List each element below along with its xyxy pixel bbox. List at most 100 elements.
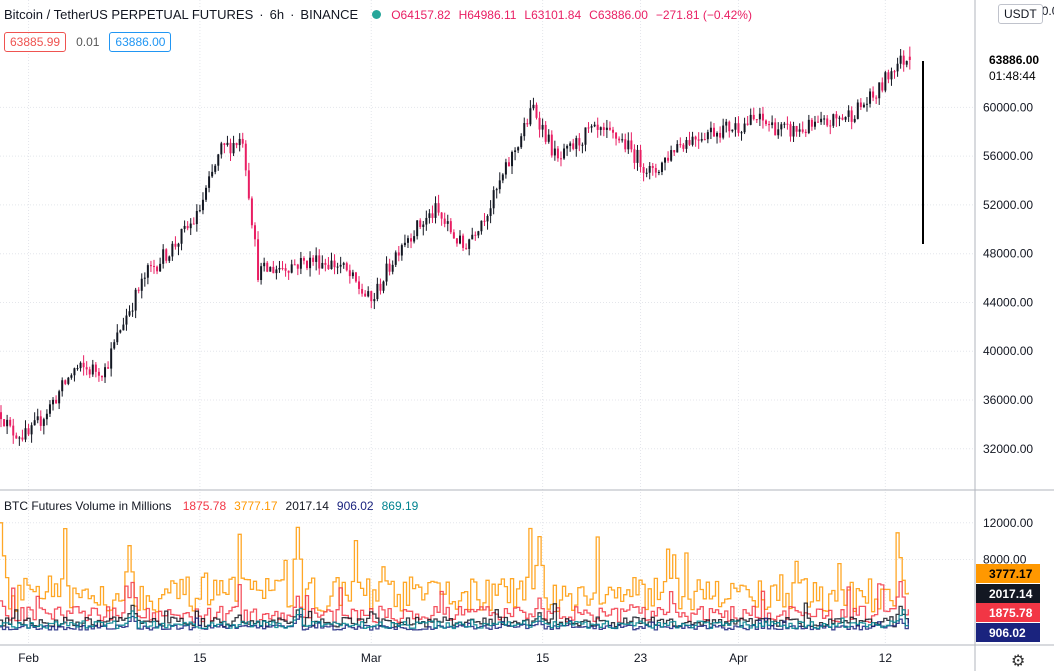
candle-body (520, 136, 523, 148)
price-tick-label: 60000.00 (983, 100, 1033, 114)
candle-body (21, 437, 24, 440)
candle-body (728, 121, 731, 132)
candle-body (639, 149, 642, 168)
candle-body (220, 143, 223, 155)
candle-body (856, 102, 859, 119)
ohlc-open: O64157.82 (391, 7, 451, 22)
candle-body (12, 425, 15, 436)
candle-body (774, 122, 777, 136)
candle-body (777, 129, 780, 136)
candle-body (731, 129, 734, 132)
volume-value-tag-label: 1875.78 (989, 606, 1033, 620)
candle-body (547, 134, 550, 142)
candle-body (468, 239, 471, 249)
candle-body (18, 437, 21, 439)
candle-body (523, 123, 526, 137)
candle-body (645, 172, 648, 174)
candle-body (24, 428, 27, 440)
time-tick-label: Feb (18, 651, 39, 665)
candle-body (260, 266, 263, 280)
candle-body (526, 123, 529, 125)
candle-body (27, 428, 30, 435)
candle-body (792, 125, 795, 137)
candle-body (535, 104, 538, 118)
candle-body (232, 143, 235, 154)
volume-value-1: 1875.78 (182, 499, 227, 513)
candle-body (495, 189, 498, 191)
candle-body (318, 255, 321, 269)
ohlc-values: O64157.82 H64986.11 L63101.84 C63886.00 −271… (391, 8, 760, 22)
candle-body (768, 124, 771, 126)
candle-body (618, 138, 621, 141)
candle-body (370, 291, 373, 302)
candle-body (36, 416, 39, 421)
candle-body (719, 132, 722, 138)
candle-body (559, 158, 562, 160)
time-tick-label: 15 (193, 651, 207, 665)
candle-body (137, 289, 140, 291)
candle-body (572, 143, 575, 149)
candle-body (125, 315, 128, 325)
candle-body (241, 138, 244, 144)
candle-body (890, 71, 893, 80)
candle-body (293, 264, 296, 266)
candle-body (844, 116, 847, 120)
candle-body (290, 264, 293, 273)
volume-tick-label: 12000.00 (983, 516, 1033, 530)
candle-body (887, 72, 890, 80)
currency-button[interactable]: USDT (998, 4, 1043, 24)
volume-value-tag-label: 906.02 (989, 626, 1026, 640)
candle-body (801, 129, 804, 132)
candle-body (110, 348, 113, 369)
volume-value-tag (976, 584, 1040, 603)
candle-body (553, 148, 556, 156)
candle-body (746, 123, 749, 125)
candle-body (257, 239, 260, 280)
candle-body (85, 367, 88, 370)
candle-body (397, 252, 400, 256)
candle-body (376, 283, 379, 300)
candle-body (425, 217, 428, 225)
candle-body (33, 420, 36, 426)
candle-body (700, 139, 703, 141)
price-tick-label: 44000.00 (983, 295, 1033, 309)
candle-body (339, 264, 342, 267)
candle-body (174, 243, 177, 247)
candle-body (670, 150, 673, 161)
candle-body (122, 324, 125, 331)
candle-body (61, 380, 64, 392)
candle-body (826, 118, 829, 126)
candle-body (312, 257, 315, 262)
candle-body (624, 139, 627, 150)
time-tick-label: Mar (361, 651, 382, 665)
candle-body (697, 139, 700, 141)
candle-body (541, 124, 544, 130)
buy-price-button[interactable]: 63886.00 (109, 32, 172, 52)
candle-body (477, 231, 480, 236)
candle-body (749, 114, 752, 125)
price-tick-label: 48000.00 (983, 247, 1033, 261)
candle-body (76, 368, 79, 370)
candle-body (153, 265, 155, 267)
candle-body (30, 425, 33, 435)
volume-series-line (0, 522, 909, 613)
price-tick-label: 36000.00 (983, 393, 1033, 407)
candle-body (382, 281, 385, 291)
candle-body (244, 143, 247, 171)
symbol-title: Bitcoin / TetherUS PERPETUAL FUTURES (4, 7, 254, 22)
candle-body (740, 132, 743, 134)
ohlc-high: H64986.11 (458, 7, 517, 22)
candle-body (306, 260, 308, 269)
candle-body (281, 267, 284, 269)
candle-body (177, 243, 180, 247)
candle-body (651, 165, 654, 168)
candle-body (42, 419, 45, 426)
last-price-label: 63886.00 (989, 53, 1039, 67)
sell-price-button[interactable]: 63885.99 (4, 32, 67, 52)
price-tick-label: 52000.00 (983, 198, 1033, 212)
candle-body (149, 265, 152, 267)
candle-body (676, 144, 679, 153)
candle-body (275, 269, 278, 274)
settings-gear-icon[interactable]: ⚙ (1011, 653, 1026, 670)
